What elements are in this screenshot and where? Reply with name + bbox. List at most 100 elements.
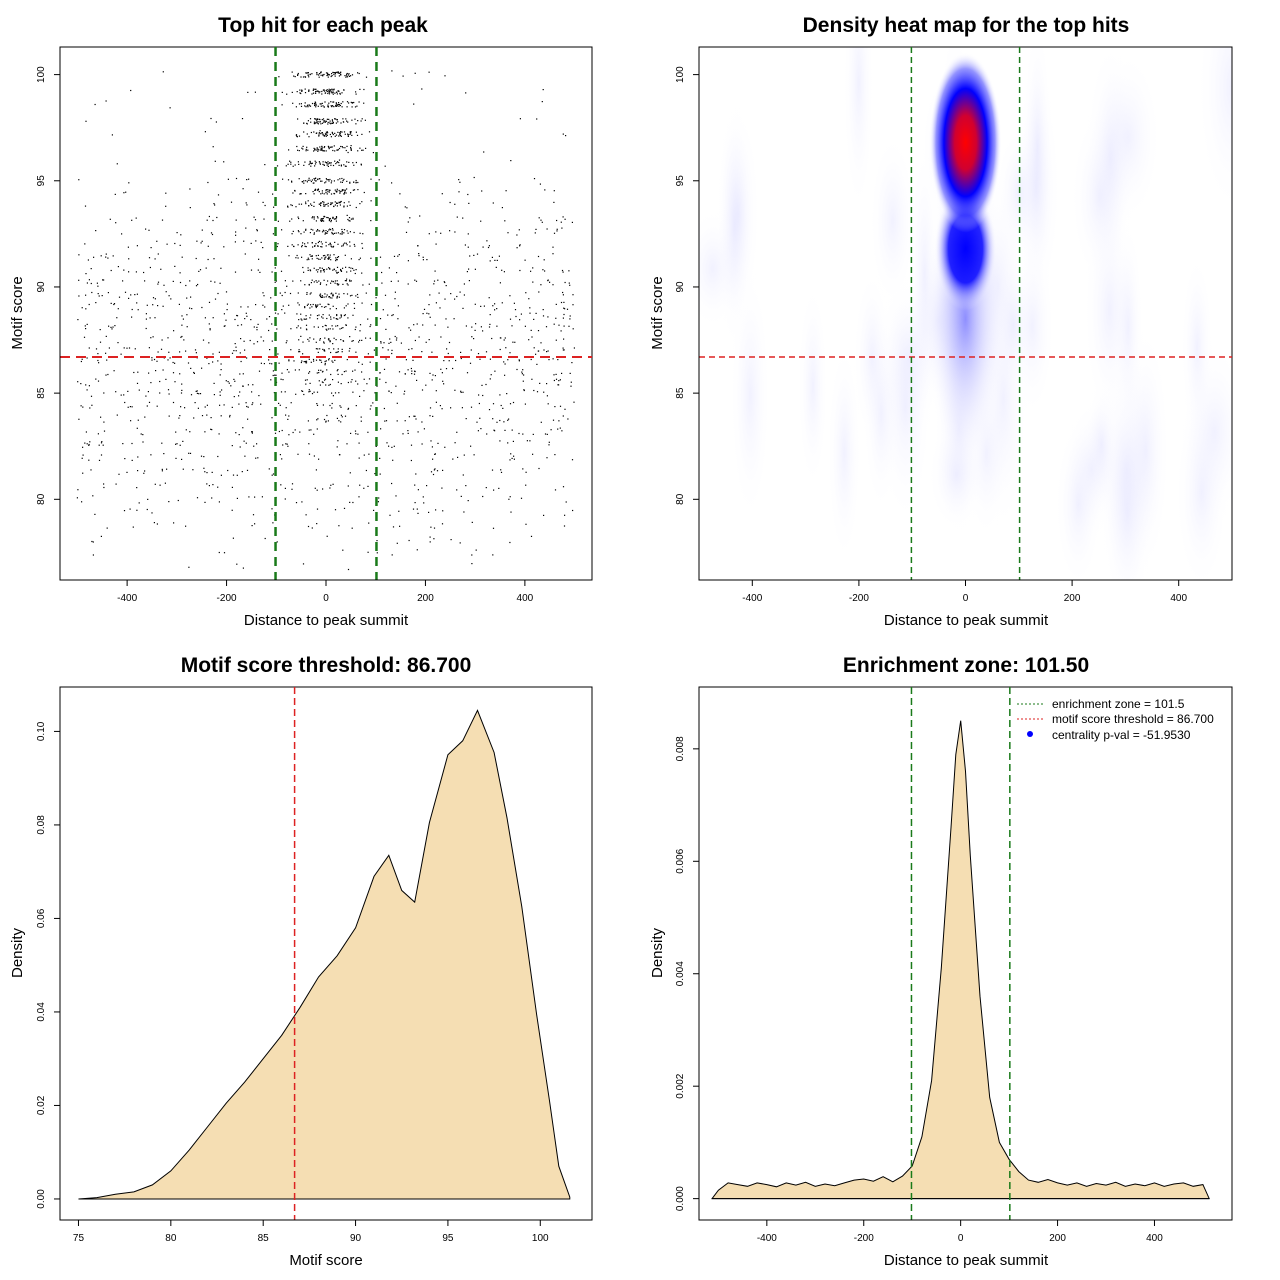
scatter-point [169,107,171,109]
scatter-point [319,283,321,285]
scatter-point [509,318,512,320]
scatter-point [346,271,348,273]
scatter-point [522,369,524,371]
scatter-point [157,305,159,307]
scatter-point [313,182,315,184]
scatter-point [328,303,330,306]
scatter-point [290,328,292,330]
scatter-point [199,393,202,395]
scatter-point [384,420,386,422]
scatter-point [253,216,255,218]
scatter-point [325,306,327,308]
scatter-point [300,193,302,195]
scatter-point [324,233,326,235]
scatter-point [302,76,305,78]
scatter-point [240,324,243,326]
scatter-point [523,389,525,391]
scatter-point [368,453,370,455]
scatter-point [330,193,333,195]
scatter-point [510,453,512,455]
scatter-point [281,91,283,93]
scatter-point [85,384,87,386]
scatter-point [467,500,469,502]
scatter-point [396,272,398,274]
scatter-point [569,318,571,320]
scatter-point [553,190,555,192]
scatter-point [352,267,354,270]
scatter-point [331,202,334,204]
scatter-point [328,256,330,258]
scatter-point [395,339,398,341]
scatter-point [159,380,161,383]
scatter-point [321,243,323,245]
scatter-point [344,191,346,194]
scatter-point [349,241,351,243]
scatter-point [562,486,565,488]
scatter-point [338,283,340,285]
scatter-point [321,132,323,134]
scatter-point [398,510,400,512]
scatter-point [331,228,334,230]
scatter-point [462,217,464,219]
scatter-point [468,280,470,282]
scatter-point [82,406,84,408]
scatter-point [78,279,80,281]
scatter-point [322,105,324,107]
scatter-point [316,523,318,525]
scatter-point [330,244,332,246]
scatter-point [316,489,318,491]
scatter-point [329,254,331,256]
scatter-point [336,446,338,448]
scatter-point [316,318,319,320]
scatter-point [347,121,349,123]
scatter-point [464,244,466,246]
scatter-point [405,231,408,233]
scatter-point [305,318,308,320]
scatter-point [322,150,324,152]
scatter-point [321,246,323,248]
scatter-point [314,189,316,191]
scatter-point [536,363,538,365]
scatter-point [349,182,351,184]
scatter-point [304,245,306,247]
scatter-point [116,163,118,165]
distance-density-y-tick-label: 0.000 [675,1186,686,1211]
scatter-point [324,216,326,218]
scatter-point [251,431,253,433]
scatter-point [434,324,436,326]
scatter-point [310,180,312,183]
scatter-point [572,509,574,512]
scatter-point [480,220,482,222]
scatter-point [500,471,503,473]
scatter-point [339,328,341,330]
scatter-point [459,291,461,293]
scatter-point [297,118,299,120]
scatter-point [309,179,311,181]
scatter-point [337,71,339,73]
scatter-point [181,324,183,326]
scatter-point [521,373,523,375]
scatter-point [316,281,318,283]
scatter-point [337,325,339,327]
scatter-point [206,472,208,474]
scatter-point [97,380,100,382]
scatter-point [328,93,331,95]
scatter-point [161,339,163,341]
scatter-point [354,328,356,331]
scatter-point [561,269,564,272]
scatter-point [328,257,330,259]
scatter-point [488,297,490,299]
scatter-point [310,203,312,205]
scatter-point [540,219,542,221]
distance-density-x-tick-label: 200 [1049,1233,1066,1244]
scatter-point [337,348,339,350]
scatter-point [441,487,443,489]
scatter-point [309,307,311,309]
scatter-point [456,489,458,491]
scatter-point [112,255,114,257]
scatter-point [338,392,340,394]
scatter-point [231,486,233,488]
scatter-point [543,514,545,516]
scatter-point [189,188,191,190]
scatter-point [355,380,357,382]
